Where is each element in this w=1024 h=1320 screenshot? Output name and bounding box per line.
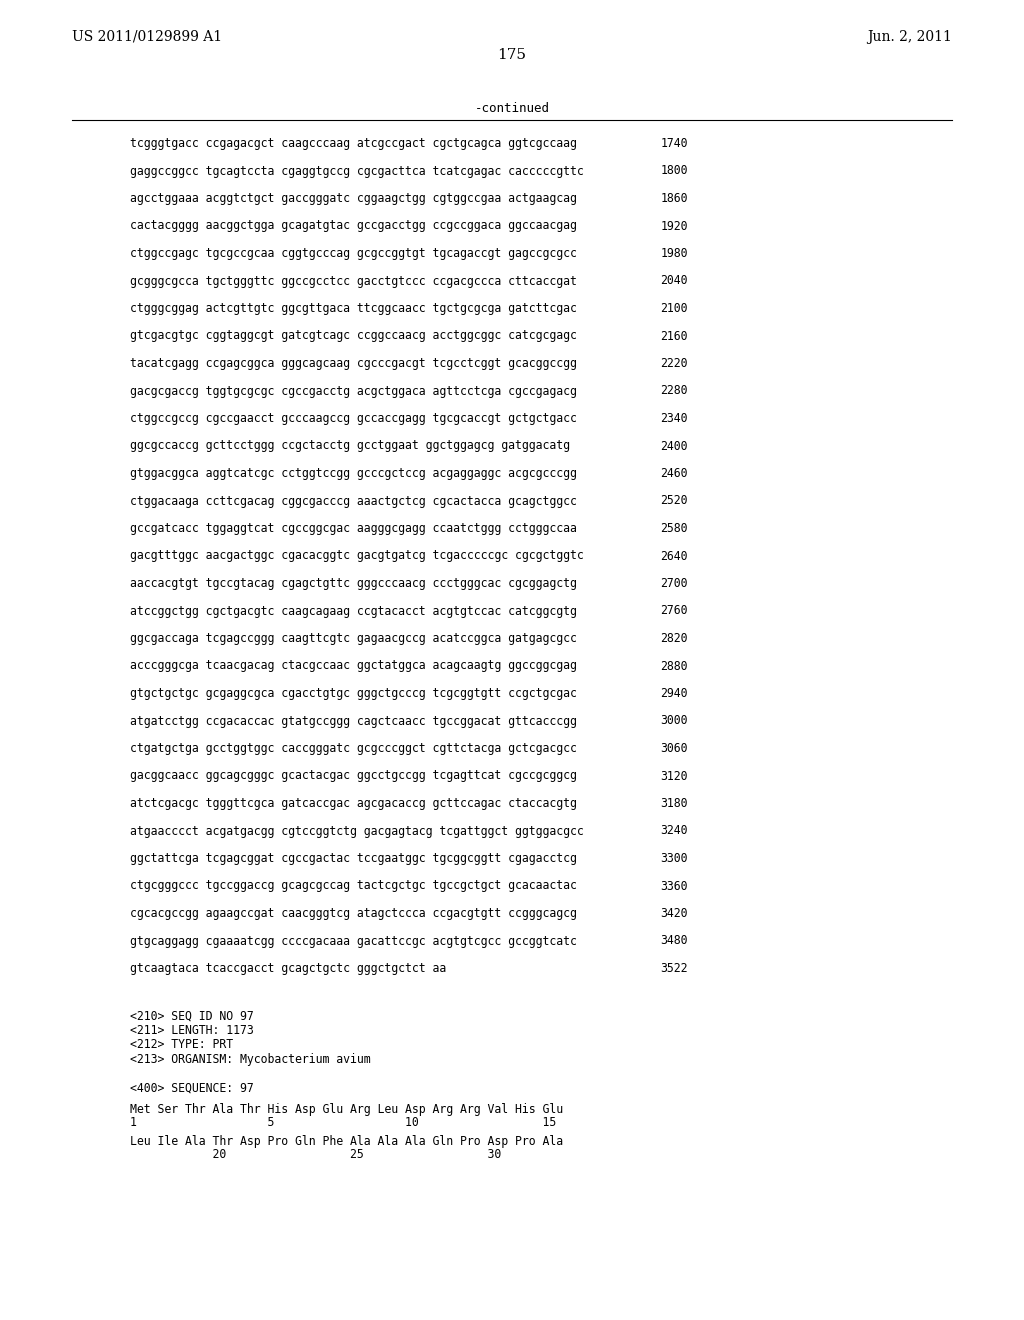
Text: gtcaagtaca tcaccgacct gcagctgctc gggctgctct aa: gtcaagtaca tcaccgacct gcagctgctc gggctgc… xyxy=(130,962,446,975)
Text: 175: 175 xyxy=(498,48,526,62)
Text: 2040: 2040 xyxy=(660,275,688,288)
Text: tacatcgagg ccgagcggca gggcagcaag cgcccgacgt tcgcctcggt gcacggccgg: tacatcgagg ccgagcggca gggcagcaag cgcccga… xyxy=(130,356,577,370)
Text: 1800: 1800 xyxy=(660,165,688,177)
Text: cgcacgccgg agaagccgat caacgggtcg atagctccca ccgacgtgtt ccgggcagcg: cgcacgccgg agaagccgat caacgggtcg atagctc… xyxy=(130,907,577,920)
Text: gtcgacgtgc cggtaggcgt gatcgtcagc ccggccaacg acctggcggc catcgcgagc: gtcgacgtgc cggtaggcgt gatcgtcagc ccggcca… xyxy=(130,330,577,342)
Text: <212> TYPE: PRT: <212> TYPE: PRT xyxy=(130,1039,233,1052)
Text: Leu Ile Ala Thr Asp Pro Gln Phe Ala Ala Ala Gln Pro Asp Pro Ala: Leu Ile Ala Thr Asp Pro Gln Phe Ala Ala … xyxy=(130,1135,563,1148)
Text: 3480: 3480 xyxy=(660,935,688,948)
Text: gcgggcgcca tgctgggttc ggccgcctcc gacctgtccc ccgacgccca cttcaccgat: gcgggcgcca tgctgggttc ggccgcctcc gacctgt… xyxy=(130,275,577,288)
Text: US 2011/0129899 A1: US 2011/0129899 A1 xyxy=(72,30,222,44)
Text: Met Ser Thr Ala Thr His Asp Glu Arg Leu Asp Arg Arg Val His Glu: Met Ser Thr Ala Thr His Asp Glu Arg Leu … xyxy=(130,1104,563,1117)
Text: ctggacaaga ccttcgacag cggcgacccg aaactgctcg cgcactacca gcagctggcc: ctggacaaga ccttcgacag cggcgacccg aaactgc… xyxy=(130,495,577,507)
Text: ctgggcggag actcgttgtc ggcgttgaca ttcggcaacc tgctgcgcga gatcttcgac: ctgggcggag actcgttgtc ggcgttgaca ttcggca… xyxy=(130,302,577,315)
Text: 2760: 2760 xyxy=(660,605,688,618)
Text: atgatcctgg ccgacaccac gtatgccggg cagctcaacc tgccggacat gttcacccgg: atgatcctgg ccgacaccac gtatgccggg cagctca… xyxy=(130,714,577,727)
Text: 2160: 2160 xyxy=(660,330,688,342)
Text: 2700: 2700 xyxy=(660,577,688,590)
Text: aaccacgtgt tgccgtacag cgagctgttc gggcccaacg ccctgggcac cgcggagctg: aaccacgtgt tgccgtacag cgagctgttc gggccca… xyxy=(130,577,577,590)
Text: 2460: 2460 xyxy=(660,467,688,480)
Text: -continued: -continued xyxy=(474,102,550,115)
Text: 3000: 3000 xyxy=(660,714,688,727)
Text: 3300: 3300 xyxy=(660,851,688,865)
Text: 1860: 1860 xyxy=(660,191,688,205)
Text: <400> SEQUENCE: 97: <400> SEQUENCE: 97 xyxy=(130,1081,254,1094)
Text: gccgatcacc tggaggtcat cgccggcgac aagggcgagg ccaatctggg cctgggccaa: gccgatcacc tggaggtcat cgccggcgac aagggcg… xyxy=(130,521,577,535)
Text: ctggccgccg cgccgaacct gcccaagccg gccaccgagg tgcgcaccgt gctgctgacc: ctggccgccg cgccgaacct gcccaagccg gccaccg… xyxy=(130,412,577,425)
Text: acccgggcga tcaacgacag ctacgccaac ggctatggca acagcaagtg ggccggcgag: acccgggcga tcaacgacag ctacgccaac ggctatg… xyxy=(130,660,577,672)
Text: gacgtttggc aacgactggc cgacacggtc gacgtgatcg tcgacccccgc cgcgctggtc: gacgtttggc aacgactggc cgacacggtc gacgtga… xyxy=(130,549,584,562)
Text: 2520: 2520 xyxy=(660,495,688,507)
Text: cactacgggg aacggctgga gcagatgtac gccgacctgg ccgccggaca ggccaacgag: cactacgggg aacggctgga gcagatgtac gccgacc… xyxy=(130,219,577,232)
Text: 3060: 3060 xyxy=(660,742,688,755)
Text: 3522: 3522 xyxy=(660,962,688,975)
Text: gtgctgctgc gcgaggcgca cgacctgtgc gggctgcccg tcgcggtgtt ccgctgcgac: gtgctgctgc gcgaggcgca cgacctgtgc gggctgc… xyxy=(130,686,577,700)
Text: 2880: 2880 xyxy=(660,660,688,672)
Text: 1920: 1920 xyxy=(660,219,688,232)
Text: 2400: 2400 xyxy=(660,440,688,453)
Text: ggctattcga tcgagcggat cgccgactac tccgaatggc tgcggcggtt cgagacctcg: ggctattcga tcgagcggat cgccgactac tccgaat… xyxy=(130,851,577,865)
Text: ggcgaccaga tcgagccggg caagttcgtc gagaacgccg acatccggca gatgagcgcc: ggcgaccaga tcgagccggg caagttcgtc gagaacg… xyxy=(130,632,577,645)
Text: 3420: 3420 xyxy=(660,907,688,920)
Text: 2820: 2820 xyxy=(660,632,688,645)
Text: 2220: 2220 xyxy=(660,356,688,370)
Text: 3120: 3120 xyxy=(660,770,688,783)
Text: ctgatgctga gcctggtggc caccgggatc gcgcccggct cgttctacga gctcgacgcc: ctgatgctga gcctggtggc caccgggatc gcgcccg… xyxy=(130,742,577,755)
Text: 1740: 1740 xyxy=(660,137,688,150)
Text: 3240: 3240 xyxy=(660,825,688,837)
Text: 20                  25                  30: 20 25 30 xyxy=(130,1148,502,1162)
Text: atgaacccct acgatgacgg cgtccggtctg gacgagtacg tcgattggct ggtggacgcc: atgaacccct acgatgacgg cgtccggtctg gacgag… xyxy=(130,825,584,837)
Text: gtgcaggagg cgaaaatcgg ccccgacaaa gacattccgc acgtgtcgcc gccggtcatc: gtgcaggagg cgaaaatcgg ccccgacaaa gacattc… xyxy=(130,935,577,948)
Text: gacggcaacc ggcagcgggc gcactacgac ggcctgccgg tcgagttcat cgccgcggcg: gacggcaacc ggcagcgggc gcactacgac ggcctgc… xyxy=(130,770,577,783)
Text: 2640: 2640 xyxy=(660,549,688,562)
Text: 3360: 3360 xyxy=(660,879,688,892)
Text: 2340: 2340 xyxy=(660,412,688,425)
Text: ggcgccaccg gcttcctggg ccgctacctg gcctggaat ggctggagcg gatggacatg: ggcgccaccg gcttcctggg ccgctacctg gcctgga… xyxy=(130,440,570,453)
Text: gaggccggcc tgcagtccta cgaggtgccg cgcgacttca tcatcgagac cacccccgttc: gaggccggcc tgcagtccta cgaggtgccg cgcgact… xyxy=(130,165,584,177)
Text: Jun. 2, 2011: Jun. 2, 2011 xyxy=(867,30,952,44)
Text: agcctggaaa acggtctgct gaccgggatc cggaagctgg cgtggccgaa actgaagcag: agcctggaaa acggtctgct gaccgggatc cggaagc… xyxy=(130,191,577,205)
Text: 2580: 2580 xyxy=(660,521,688,535)
Text: atctcgacgc tgggttcgca gatcaccgac agcgacaccg gcttccagac ctaccacgtg: atctcgacgc tgggttcgca gatcaccgac agcgaca… xyxy=(130,797,577,810)
Text: gtggacggca aggtcatcgc cctggtccgg gcccgctccg acgaggaggc acgcgcccgg: gtggacggca aggtcatcgc cctggtccgg gcccgct… xyxy=(130,467,577,480)
Text: tcgggtgacc ccgagacgct caagcccaag atcgccgact cgctgcagca ggtcgccaag: tcgggtgacc ccgagacgct caagcccaag atcgccg… xyxy=(130,137,577,150)
Text: <211> LENGTH: 1173: <211> LENGTH: 1173 xyxy=(130,1024,254,1038)
Text: 2280: 2280 xyxy=(660,384,688,397)
Text: 3180: 3180 xyxy=(660,797,688,810)
Text: gacgcgaccg tggtgcgcgc cgccgacctg acgctggaca agttcctcga cgccgagacg: gacgcgaccg tggtgcgcgc cgccgacctg acgctgg… xyxy=(130,384,577,397)
Text: <210> SEQ ID NO 97: <210> SEQ ID NO 97 xyxy=(130,1010,254,1023)
Text: <213> ORGANISM: Mycobacterium avium: <213> ORGANISM: Mycobacterium avium xyxy=(130,1053,371,1067)
Text: atccggctgg cgctgacgtc caagcagaag ccgtacacct acgtgtccac catcggcgtg: atccggctgg cgctgacgtc caagcagaag ccgtaca… xyxy=(130,605,577,618)
Text: 2940: 2940 xyxy=(660,686,688,700)
Text: ctggccgagc tgcgccgcaa cggtgcccag gcgccggtgt tgcagaccgt gagccgcgcc: ctggccgagc tgcgccgcaa cggtgcccag gcgccgg… xyxy=(130,247,577,260)
Text: 2100: 2100 xyxy=(660,302,688,315)
Text: 1                   5                   10                  15: 1 5 10 15 xyxy=(130,1117,556,1130)
Text: ctgcgggccc tgccggaccg gcagcgccag tactcgctgc tgccgctgct gcacaactac: ctgcgggccc tgccggaccg gcagcgccag tactcgc… xyxy=(130,879,577,892)
Text: 1980: 1980 xyxy=(660,247,688,260)
